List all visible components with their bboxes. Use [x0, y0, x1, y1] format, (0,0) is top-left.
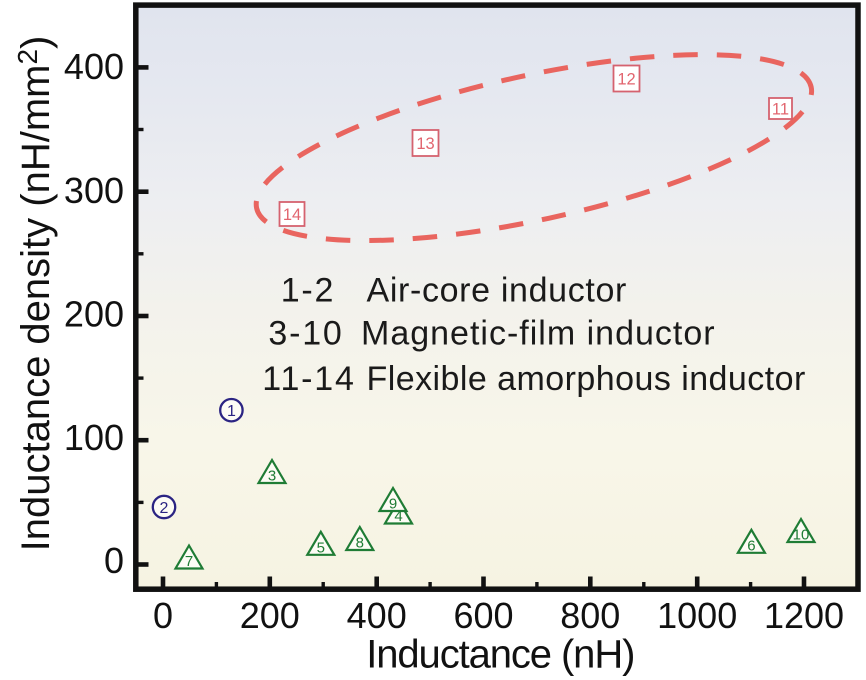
svg-text:12: 12: [617, 71, 635, 89]
svg-text:1-2: 1-2: [281, 272, 336, 310]
svg-text:Magnetic-film inductor: Magnetic-film inductor: [361, 315, 716, 353]
svg-text:200: 200: [240, 595, 300, 636]
svg-text:3: 3: [268, 468, 276, 485]
svg-text:8: 8: [356, 535, 364, 552]
svg-text:200: 200: [64, 293, 124, 334]
svg-text:400: 400: [347, 595, 407, 636]
svg-text:300: 300: [64, 170, 124, 211]
svg-text:Air-core inductor: Air-core inductor: [367, 272, 627, 310]
svg-text:13: 13: [416, 135, 434, 153]
svg-text:11-14: 11-14: [262, 360, 355, 398]
svg-text:400: 400: [64, 46, 124, 87]
svg-text:1200: 1200: [764, 595, 844, 636]
svg-text:800: 800: [560, 595, 620, 636]
svg-text:Inductance density (nH/mm2): Inductance density (nH/mm2): [12, 36, 58, 552]
svg-text:Inductance (nH): Inductance (nH): [366, 633, 634, 677]
svg-text:1000: 1000: [657, 595, 737, 636]
svg-text:7: 7: [185, 553, 193, 570]
svg-text:0: 0: [153, 595, 173, 636]
svg-text:2: 2: [160, 500, 169, 517]
svg-text:6: 6: [747, 537, 755, 554]
svg-text:4: 4: [394, 508, 402, 525]
svg-text:100: 100: [64, 417, 124, 458]
svg-text:600: 600: [453, 595, 513, 636]
svg-text:14: 14: [283, 206, 301, 224]
svg-text:3-10: 3-10: [268, 315, 343, 353]
svg-text:10: 10: [793, 527, 810, 544]
svg-text:Flexible amorphous inductor: Flexible amorphous inductor: [367, 360, 806, 398]
svg-text:0: 0: [104, 540, 124, 581]
svg-text:9: 9: [389, 496, 397, 513]
svg-text:1: 1: [227, 403, 236, 420]
svg-text:5: 5: [317, 539, 325, 556]
svg-text:11: 11: [772, 101, 789, 119]
